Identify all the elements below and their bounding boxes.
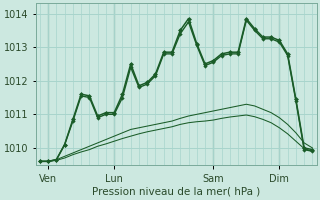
X-axis label: Pression niveau de la mer( hPa ): Pression niveau de la mer( hPa ): [92, 187, 260, 197]
